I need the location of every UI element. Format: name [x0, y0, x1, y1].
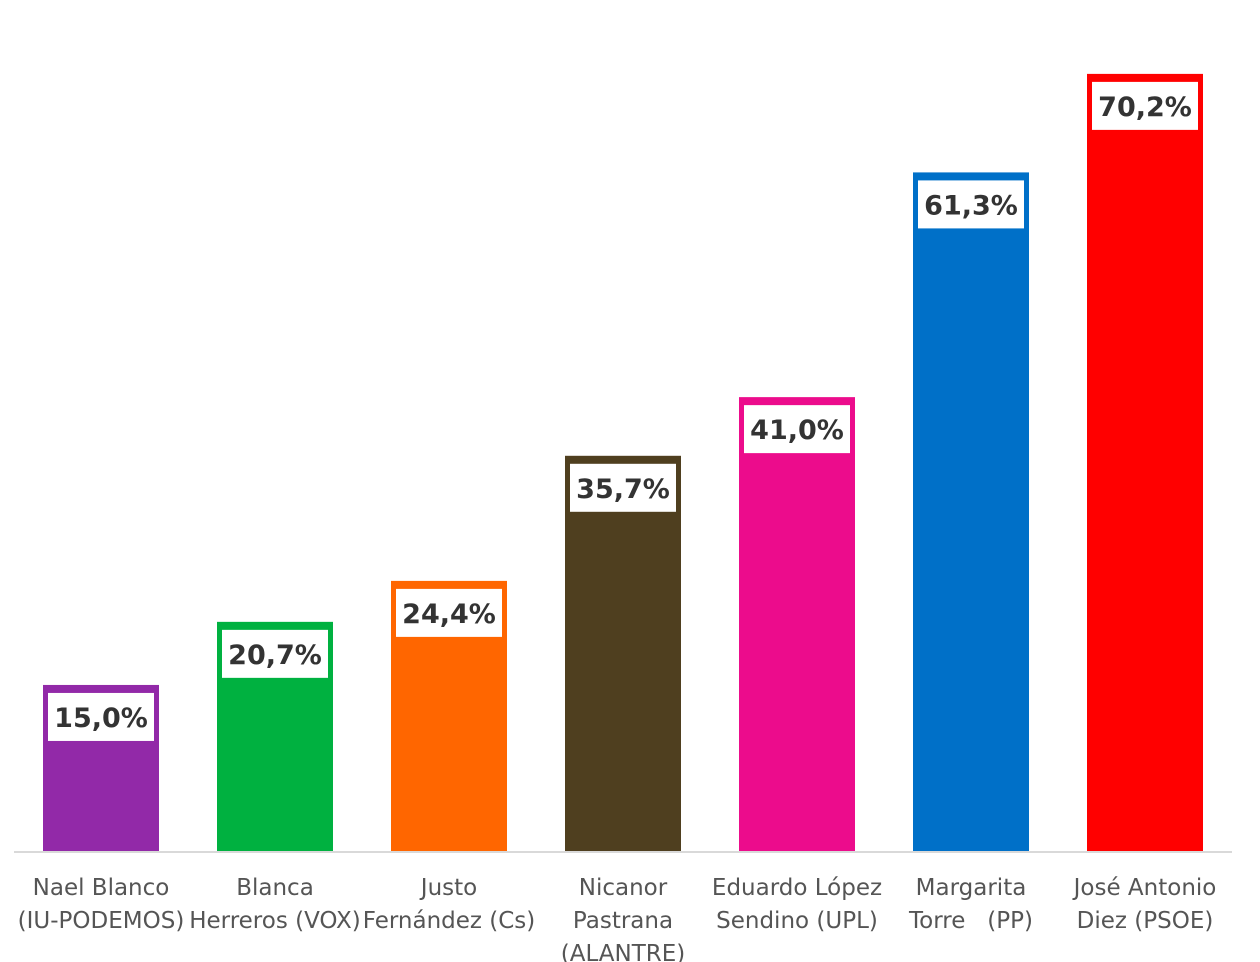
data-label: 15,0%	[54, 703, 148, 734]
category-label-line: Herreros (VOX)	[189, 908, 361, 934]
category-label: Justo Fernández (Cs)	[363, 875, 536, 934]
category-label: Eduardo López Sendino (UPL)	[712, 875, 882, 934]
category-label-line: Pastrana	[573, 908, 673, 934]
category-label: José Antonio Diez (PSOE)	[1072, 875, 1217, 934]
category-label-line: (IU-PODEMOS)	[18, 908, 185, 934]
bars-group	[43, 73, 1203, 852]
data-label: 70,2%	[1098, 92, 1192, 123]
category-label-line: (ALANTRE)	[561, 941, 686, 962]
category-label-line: Fernández (Cs)	[363, 908, 536, 934]
category-label-line: Diez (PSOE)	[1077, 908, 1214, 934]
category-label-line: José Antonio	[1072, 875, 1217, 901]
data-label: 20,7%	[228, 640, 322, 671]
data-label-box	[570, 463, 676, 512]
bar	[913, 172, 1029, 851]
category-label-line: Nicanor	[579, 875, 668, 901]
value-labels-group: 15,0% 20,7% 24,4% 35,7% 41,0% 61,3% 70,2%	[48, 81, 1198, 741]
data-label-box	[918, 180, 1024, 229]
category-label: Nael Blanco (IU-PODEMOS)	[18, 875, 185, 934]
category-label-line: Blanca	[236, 875, 314, 901]
category-label-line: Margarita	[916, 875, 1027, 901]
category-label-line: Sendino (UPL)	[716, 908, 878, 934]
category-label-line: Nael Blanco	[33, 875, 170, 901]
bar	[1087, 73, 1203, 852]
data-label: 35,7%	[576, 474, 670, 505]
data-label: 61,3%	[924, 190, 1018, 221]
data-label: 24,4%	[402, 599, 496, 630]
category-label: Margarita Torre (PP)	[908, 875, 1033, 934]
data-label: 41,0%	[750, 415, 844, 446]
category-label-line: Justo	[419, 875, 477, 901]
data-label-box	[744, 405, 850, 454]
data-label-box	[1092, 81, 1198, 130]
data-label-box	[48, 692, 154, 741]
category-label: Nicanor Pastrana (ALANTRE)	[561, 875, 686, 962]
data-label-box	[222, 629, 328, 678]
bar	[739, 397, 855, 851]
category-label-line: Torre (PP)	[908, 908, 1033, 934]
bar	[565, 455, 681, 851]
data-label-box	[396, 588, 502, 637]
category-label-line: Eduardo López	[712, 875, 882, 901]
category-labels-group: Nael Blanco (IU-PODEMOS) Blanca Herreros (V…	[18, 875, 1217, 962]
category-label: Blanca Herreros (VOX)	[189, 875, 361, 934]
